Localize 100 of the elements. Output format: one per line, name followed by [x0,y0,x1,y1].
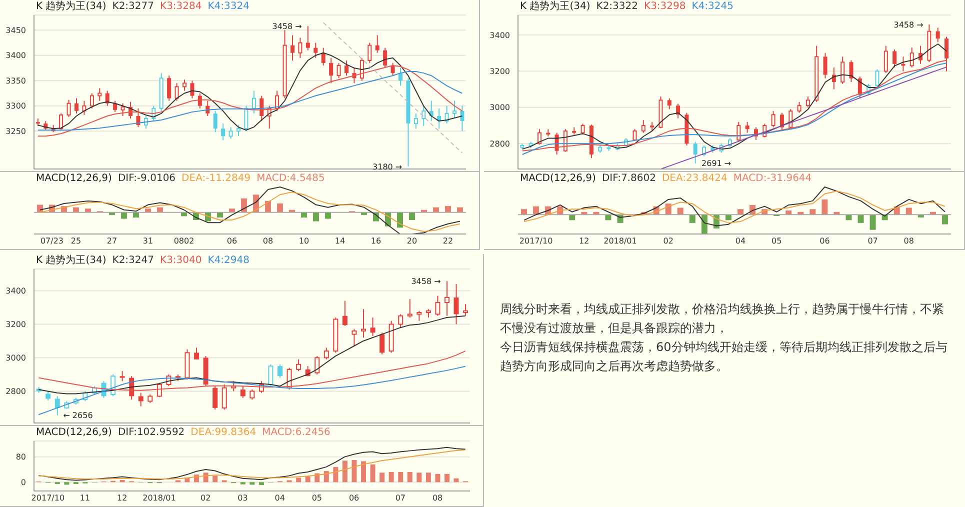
candlestick [580,123,585,136]
bar [416,472,422,482]
series-label: MACD:-31.9644 [733,172,812,185]
candlestick [250,389,255,400]
x-tick-label: 22 [442,236,454,246]
text: 今日沥青短线保持横盘震荡，60分钟均线开始走缓，等待后期均线正排列发散之后与趋势方向形成同向之后再次考虑趋势做多。 [500,339,948,375]
text: K3:3284 [160,0,202,13]
candlestick [329,57,334,84]
candlestick [444,280,450,316]
candlestick [650,121,654,132]
text: K2:3247 [112,254,154,267]
bar [398,472,404,482]
text: K3:3298 [644,0,686,13]
text: K2:3322 [596,0,638,13]
candlestick [174,82,179,102]
x-tick-label: 08 [904,236,914,246]
x-tick-label: 2017/10 [519,236,553,246]
text: DEA:-11.2849 [182,172,251,185]
chart-title: MACD(12,26,9) [520,172,596,185]
series-label: DIF:7.8602 [602,172,656,185]
x-tick-label: 14 [334,236,346,246]
candlestick [213,110,218,133]
annotation: 3458 → [272,22,302,31]
y-tick-label: 3000 [490,103,510,112]
chart-title: MACD(12,26,9) [36,426,112,439]
y-tick-label: 3250 [6,126,26,136]
candlestick [190,80,194,99]
bar [942,214,948,224]
candlestick [944,36,949,72]
annotation: 3458 → [411,276,442,286]
x-tick-label: 07 [395,494,406,503]
candlestick [422,105,426,127]
candlestick [771,110,776,128]
y-tick-label: 3350 [6,76,26,86]
text: K4:3245 [692,0,734,13]
candlestick [321,47,326,66]
candlestick [875,68,880,88]
candlestick [823,52,828,79]
candlestick [244,105,248,132]
candlestick [324,347,329,360]
candlestick [745,121,750,134]
candlestick [306,26,310,51]
bar [858,214,864,223]
chart-title: K 趋势为王(34) [520,0,590,13]
candlestick [252,90,256,114]
x-tick-label: 05 [772,236,782,246]
bar [426,472,431,482]
candlestick [892,48,897,68]
x-tick-label: 2017/10 [31,494,65,503]
candlestick [797,101,802,114]
x-tick-label: 04 [274,494,285,503]
candlestick [884,45,888,74]
x-tick-label: 11 [80,494,90,503]
annotation: 3458 → [894,20,924,30]
bar [407,472,412,482]
candlestick [641,120,646,134]
candlestick [361,308,366,338]
bar [361,461,366,482]
line-series [37,71,463,131]
candlestick [82,100,86,116]
candlestick [806,96,810,108]
candlestick [268,364,274,387]
bar [569,214,576,220]
bar [229,208,235,212]
x-tick-label: 04 [735,236,746,246]
bar [64,482,70,485]
candlestick [460,105,464,132]
x-tick-label: 10 [298,236,310,246]
candlestick [336,62,341,79]
line-series [322,22,463,154]
bar [333,466,338,482]
candlestick [736,121,741,142]
bar [250,482,255,485]
y-tick-label: 3200 [490,67,510,76]
candlestick [236,124,240,137]
bar [324,471,329,482]
candlestick [222,384,227,410]
bar [454,478,459,482]
candlestick [414,112,418,130]
y-tick-label: 80 [16,452,26,462]
x-tick-label: 27 [106,236,118,246]
bar [145,208,151,212]
bar [121,212,127,219]
y-tick-label: 3400 [6,286,26,296]
candlestick [407,298,412,318]
candlestick [398,314,404,328]
candlestick [74,98,78,114]
text: DIF:-9.0106 [118,172,176,185]
annotation: 3180 → [372,162,402,172]
chart-title: K 趋势为王(34) [36,0,106,13]
bar [906,208,912,215]
candlestick [240,386,246,398]
x-tick-label: 05 [312,494,322,503]
bar [409,212,415,220]
chart-title: K 趋势为王(34) [36,254,106,267]
candlestick [344,60,348,76]
text: K4:3324 [208,0,250,13]
x-tick-label: 0802 [174,236,194,246]
candlestick [98,88,102,102]
bar [370,464,376,482]
